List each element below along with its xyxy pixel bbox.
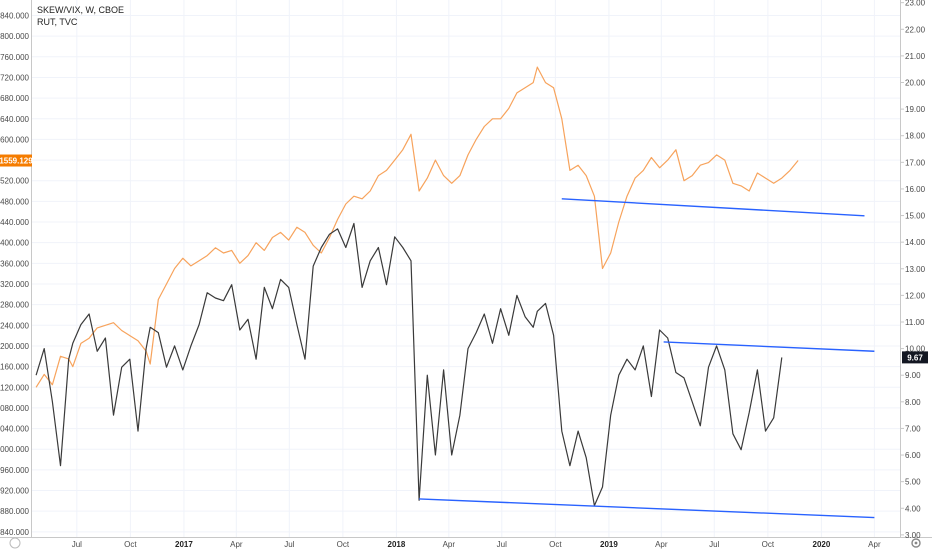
trendline-layer[interactable] <box>419 198 875 519</box>
right-tick-label: 13.00 <box>905 265 926 274</box>
left-tick-label: 1760.000 <box>0 53 30 62</box>
left-tick-label: 960.000 <box>0 466 29 475</box>
left-tick-label: 1480.000 <box>0 197 30 206</box>
x-axis-ticks: Jul Oct 2017 Apr Jul Oct 2018 Apr Jul Oct 2019 Apr J… <box>72 540 881 549</box>
grid <box>32 0 900 537</box>
right-tick-label: 21.00 <box>905 52 926 61</box>
trendline-2[interactable] <box>663 341 875 352</box>
timezone-toggle[interactable] <box>9 537 21 549</box>
timezone-toggle-circle[interactable] <box>9 537 21 549</box>
left-tick-label: 1160.000 <box>0 363 30 372</box>
right-tick-label: 12.00 <box>905 291 926 300</box>
left-tick-label: 920.000 <box>0 487 29 496</box>
chart-title: SKEW/VIX, W, CBOE <box>37 5 124 15</box>
right-tick-label: 22.00 <box>905 25 926 34</box>
x-tick-label: Apr <box>443 540 456 549</box>
right-tick-label: 14.00 <box>905 238 926 247</box>
x-tick-label: 2018 <box>388 540 406 549</box>
right-axis-ticks: 23.00 22.00 21.00 20.00 19.00 18.00 17.00 16.00… <box>900 0 926 540</box>
left-tick-label: 840.000 <box>0 528 29 537</box>
x-tick-label: Oct <box>549 540 562 549</box>
left-tick-label: 1400.000 <box>0 239 30 248</box>
trendline-1[interactable] <box>561 198 865 217</box>
x-tick-label: Apr <box>655 540 668 549</box>
chart-subtitle: RUT, TVC <box>37 17 78 27</box>
x-tick-label: Oct <box>762 540 775 549</box>
x-tick-label: Oct <box>337 540 350 549</box>
skew-vix-last-value-badge <box>902 351 928 364</box>
right-tick-label: 9.00 <box>905 371 921 380</box>
right-tick-label: 3.00 <box>905 531 921 540</box>
left-tick-label: 1200.000 <box>0 342 30 351</box>
right-tick-label: 5.00 <box>905 478 921 487</box>
left-tick-label: 1640.000 <box>0 115 30 124</box>
left-tick-label: 1000.000 <box>0 445 30 454</box>
left-tick-label: 1080.000 <box>0 404 30 413</box>
badge-layer: 1559.129 9.67 <box>0 154 928 364</box>
skew-vix-last-value-text: 9.67 <box>907 353 923 362</box>
left-tick-label: 1360.000 <box>0 259 30 268</box>
x-tick-label: Jul <box>497 540 507 549</box>
left-tick-label: 1240.000 <box>0 321 30 330</box>
right-tick-label: 17.00 <box>905 158 926 167</box>
left-tick-label: 1520.000 <box>0 177 30 186</box>
settings-button[interactable] <box>911 538 921 548</box>
skew-vix-series-line <box>35 222 783 507</box>
left-tick-label: 1440.000 <box>0 218 30 227</box>
left-tick-label: 1040.000 <box>0 425 30 434</box>
left-tick-label: 1800.000 <box>0 32 30 41</box>
trendline-3[interactable] <box>419 498 875 519</box>
x-tick-label: Jul <box>709 540 719 549</box>
rut-series-line <box>35 66 799 388</box>
series-layer <box>35 66 799 507</box>
x-tick-label: 2020 <box>813 540 831 549</box>
right-tick-label: 18.00 <box>905 132 926 141</box>
rut-last-value-badge <box>0 154 32 167</box>
right-tick-label: 7.00 <box>905 424 921 433</box>
right-tick-label: 4.00 <box>905 504 921 513</box>
x-tick-label: Oct <box>124 540 137 549</box>
right-tick-label: 19.00 <box>905 105 926 114</box>
left-tick-label: 1720.000 <box>0 73 30 82</box>
right-tick-label: 11.00 <box>905 318 925 327</box>
left-tick-label: 1320.000 <box>0 280 30 289</box>
left-tick-label: 880.000 <box>0 507 29 516</box>
right-tick-label: 8.00 <box>905 398 921 407</box>
left-tick-label: 1840.000 <box>0 11 30 20</box>
gear-icon[interactable] <box>911 538 921 548</box>
x-tick-label: Apr <box>230 540 243 549</box>
right-tick-label: 23.00 <box>905 0 926 8</box>
gear-icon-center <box>914 541 918 545</box>
left-tick-label: 1120.000 <box>0 383 30 392</box>
right-tick-label: 6.00 <box>905 451 921 460</box>
left-tick-label: 1280.000 <box>0 301 30 310</box>
right-tick-label: 16.00 <box>905 185 926 194</box>
left-tick-label: 1680.000 <box>0 94 30 103</box>
x-tick-label: Apr <box>868 540 881 549</box>
x-tick-label: Jul <box>284 540 294 549</box>
right-tick-label: 10.00 <box>905 345 926 354</box>
left-tick-label: 1600.000 <box>0 135 30 144</box>
x-tick-label: 2017 <box>175 540 193 549</box>
x-tick-label: 2019 <box>600 540 618 549</box>
rut-last-value-text: 1559.129 <box>0 157 33 166</box>
right-tick-label: 20.00 <box>905 78 926 87</box>
right-tick-label: 15.00 <box>905 212 926 221</box>
x-tick-label: Jul <box>72 540 82 549</box>
